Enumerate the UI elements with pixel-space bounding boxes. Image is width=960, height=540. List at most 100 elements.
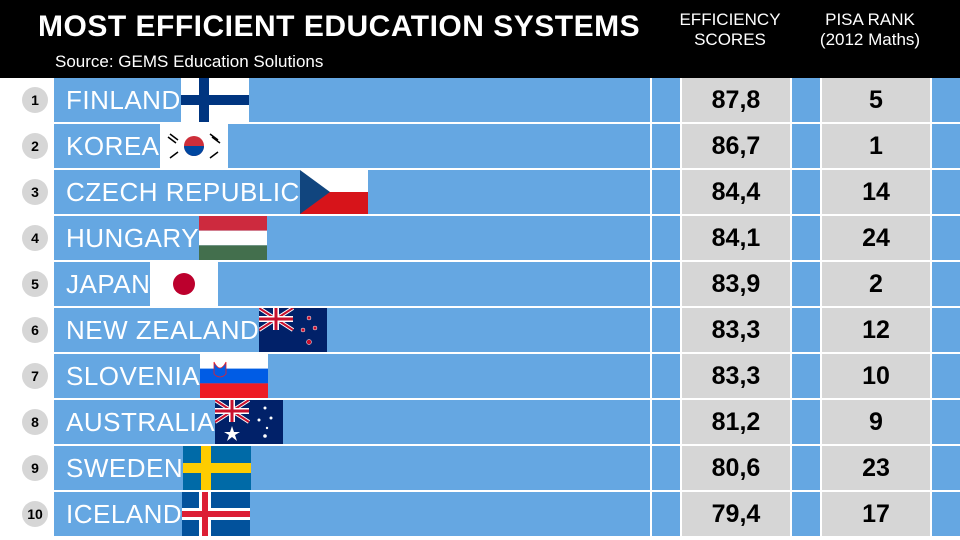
efficiency-header: EFFICIENCY SCORES [660, 10, 800, 51]
country-name: SWEDEN [66, 453, 183, 484]
rank-column: 3 [0, 170, 54, 214]
spacer [652, 78, 680, 122]
spacer [652, 446, 680, 490]
country-cell: NEW ZEALAND [54, 308, 650, 352]
rank-column: 8 [0, 400, 54, 444]
table-row: 7 SLOVENIA 83,3 10 [0, 354, 960, 398]
pisa-rank: 14 [822, 170, 930, 214]
pisa-rank: 17 [822, 492, 930, 536]
country-cell: AUSTRALIA [54, 400, 650, 444]
country-cell: SWEDEN [54, 446, 650, 490]
flag-icon [259, 308, 327, 352]
column-headers: EFFICIENCY SCORES PISA RANK (2012 Maths) [660, 8, 940, 51]
pisa-header-line1: PISA RANK [800, 10, 940, 30]
spacer [932, 124, 960, 168]
spacer [652, 354, 680, 398]
table-row: 8 AUSTRALIA 81,2 9 [0, 400, 960, 444]
spacer [932, 216, 960, 260]
spacer [792, 400, 820, 444]
table-row: 3 CZECH REPUBLIC 84,4 14 [0, 170, 960, 214]
rank-column: 9 [0, 446, 54, 490]
rank-badge: 3 [22, 179, 48, 205]
spacer [932, 492, 960, 536]
efficiency-score: 83,3 [682, 354, 790, 398]
rank-badge: 1 [22, 87, 48, 113]
rank-badge: 9 [22, 455, 48, 481]
country-name: CZECH REPUBLIC [66, 177, 300, 208]
rank-badge: 6 [22, 317, 48, 343]
flag-icon [199, 216, 267, 260]
efficiency-score: 84,4 [682, 170, 790, 214]
efficiency-score: 83,9 [682, 262, 790, 306]
table-row: 2 KOREA 86,7 1 [0, 124, 960, 168]
pisa-rank: 9 [822, 400, 930, 444]
spacer [932, 400, 960, 444]
rank-column: 5 [0, 262, 54, 306]
rank-column: 10 [0, 492, 54, 536]
country-name: HUNGARY [66, 223, 199, 254]
pisa-header: PISA RANK (2012 Maths) [800, 10, 940, 51]
table-row: 1 FINLAND 87,8 5 [0, 78, 960, 122]
rank-column: 7 [0, 354, 54, 398]
spacer [792, 262, 820, 306]
spacer [932, 308, 960, 352]
country-cell: HUNGARY [54, 216, 650, 260]
flag-icon [300, 170, 368, 214]
flag-icon [182, 492, 250, 536]
spacer [792, 308, 820, 352]
spacer [652, 492, 680, 536]
spacer [652, 262, 680, 306]
country-cell: CZECH REPUBLIC [54, 170, 650, 214]
spacer [932, 78, 960, 122]
rank-column: 4 [0, 216, 54, 260]
country-name: ICELAND [66, 499, 182, 530]
spacer [652, 170, 680, 214]
table-row: 9 SWEDEN 80,6 23 [0, 446, 960, 490]
flag-icon [150, 262, 218, 306]
pisa-header-line2: (2012 Maths) [800, 30, 940, 50]
source-text: Source: GEMS Education Solutions [55, 52, 323, 72]
pisa-rank: 1 [822, 124, 930, 168]
rank-badge: 4 [22, 225, 48, 251]
efficiency-header-line2: SCORES [660, 30, 800, 50]
spacer [792, 124, 820, 168]
table-row: 10 ICELAND 79,4 17 [0, 492, 960, 536]
rank-badge: 8 [22, 409, 48, 435]
header: MOST EFFICIENT EDUCATION SYSTEMS EFFICIE… [0, 0, 960, 78]
flag-icon [160, 124, 228, 168]
spacer [792, 78, 820, 122]
rank-badge: 10 [22, 501, 48, 527]
rank-badge: 5 [22, 271, 48, 297]
rank-badge: 7 [22, 363, 48, 389]
efficiency-score: 81,2 [682, 400, 790, 444]
flag-icon [181, 78, 249, 122]
country-name: JAPAN [66, 269, 150, 300]
spacer [652, 308, 680, 352]
flag-icon [183, 446, 251, 490]
country-cell: FINLAND [54, 78, 650, 122]
flag-icon [200, 354, 268, 398]
spacer [792, 446, 820, 490]
spacer [792, 216, 820, 260]
spacer [932, 170, 960, 214]
country-cell: ICELAND [54, 492, 650, 536]
ranking-table: 1 FINLAND 87,8 5 2 KOREA 86,7 1 3 CZECH … [0, 78, 960, 538]
country-cell: KOREA [54, 124, 650, 168]
country-name: FINLAND [66, 85, 181, 116]
spacer [932, 262, 960, 306]
spacer [652, 400, 680, 444]
country-cell: SLOVENIA [54, 354, 650, 398]
pisa-rank: 5 [822, 78, 930, 122]
country-name: KOREA [66, 131, 160, 162]
spacer [652, 216, 680, 260]
country-name: AUSTRALIA [66, 407, 215, 438]
country-name: SLOVENIA [66, 361, 200, 392]
table-row: 4 HUNGARY 84,1 24 [0, 216, 960, 260]
efficiency-score: 84,1 [682, 216, 790, 260]
spacer [792, 492, 820, 536]
efficiency-header-line1: EFFICIENCY [660, 10, 800, 30]
rank-column: 1 [0, 78, 54, 122]
efficiency-score: 79,4 [682, 492, 790, 536]
table-row: 5 JAPAN 83,9 2 [0, 262, 960, 306]
pisa-rank: 10 [822, 354, 930, 398]
